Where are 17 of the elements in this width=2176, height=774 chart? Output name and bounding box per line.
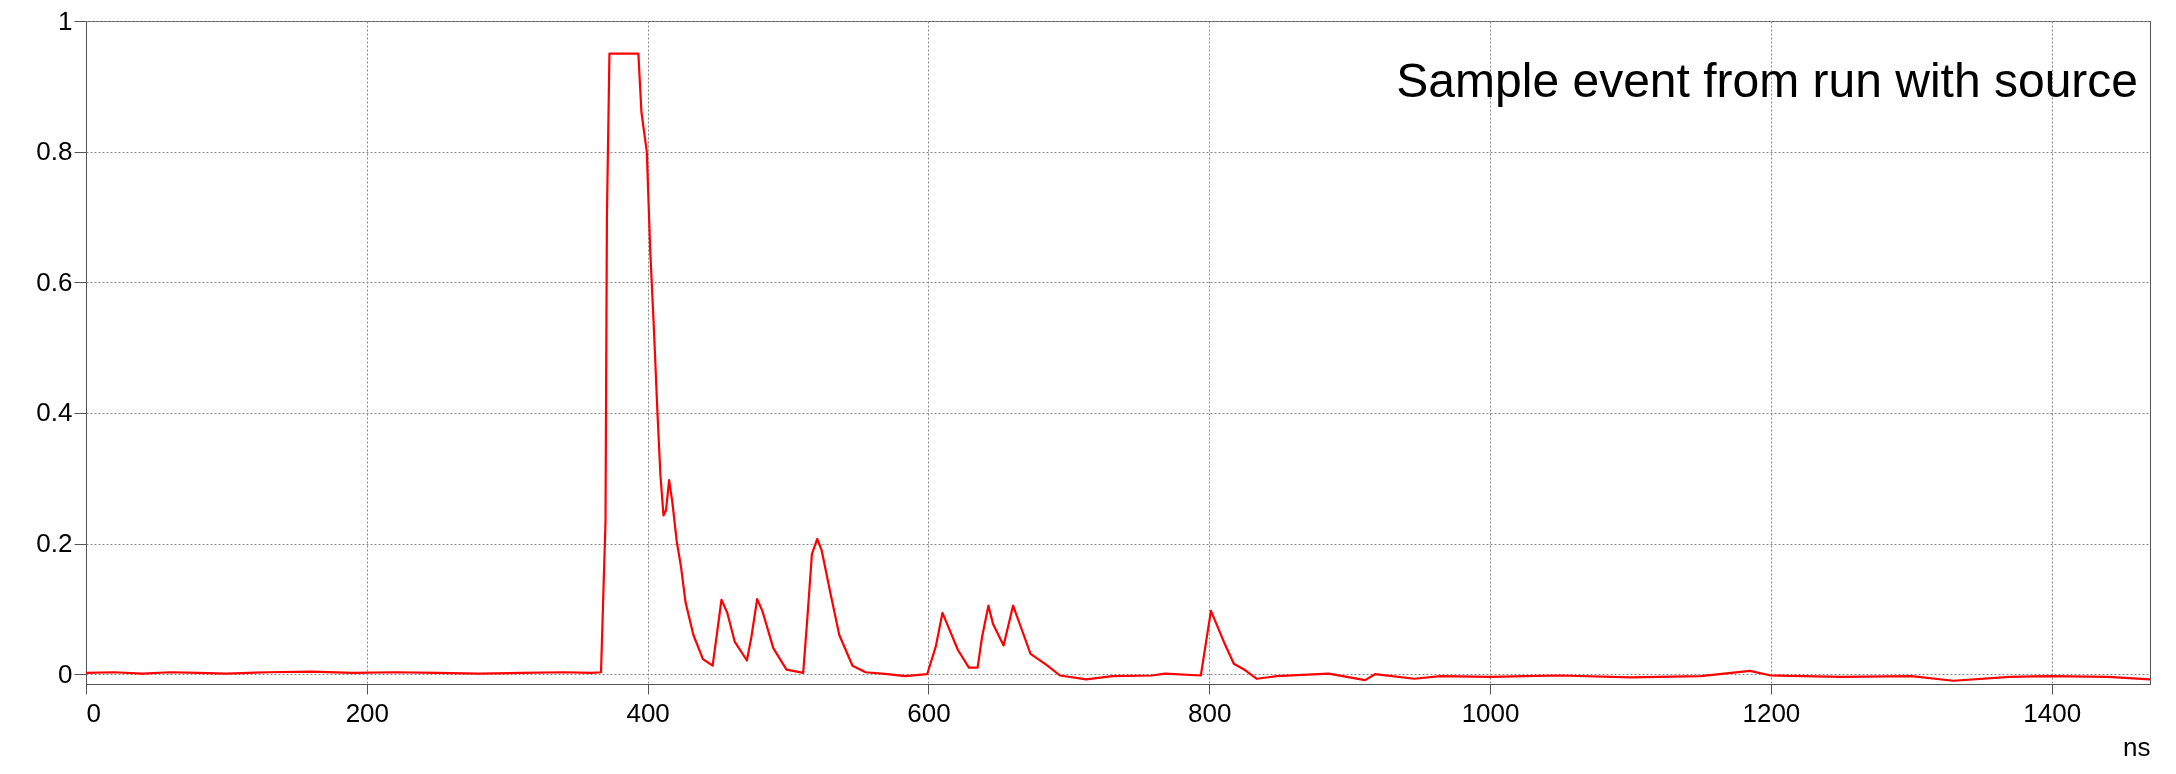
- text: Sample event from run with source: [1396, 54, 2138, 107]
- y-tick-label: 1: [58, 5, 73, 36]
- y-tick-label: 0: [58, 658, 73, 689]
- x-tick-label: 200: [345, 697, 390, 728]
- y-tick-label: 0.4: [36, 397, 73, 428]
- y-tick-label: 0.6: [36, 266, 73, 297]
- x-axis-title: ns: [2123, 731, 2151, 762]
- x-tick-label: 1400: [2023, 697, 2082, 728]
- x-tick-label: 1200: [1742, 697, 1801, 728]
- x-tick-label: 800: [1188, 697, 1232, 728]
- line-series: [86, 52, 2150, 682]
- y-tick-label: 0.2: [36, 528, 73, 559]
- x-tick-label: 0: [86, 697, 101, 728]
- y-tick-label: 0.8: [36, 136, 73, 167]
- x-tick-label: 400: [626, 697, 670, 728]
- x-tick-label: 600: [907, 697, 951, 728]
- x-tick-label: 1000: [1461, 697, 1520, 728]
